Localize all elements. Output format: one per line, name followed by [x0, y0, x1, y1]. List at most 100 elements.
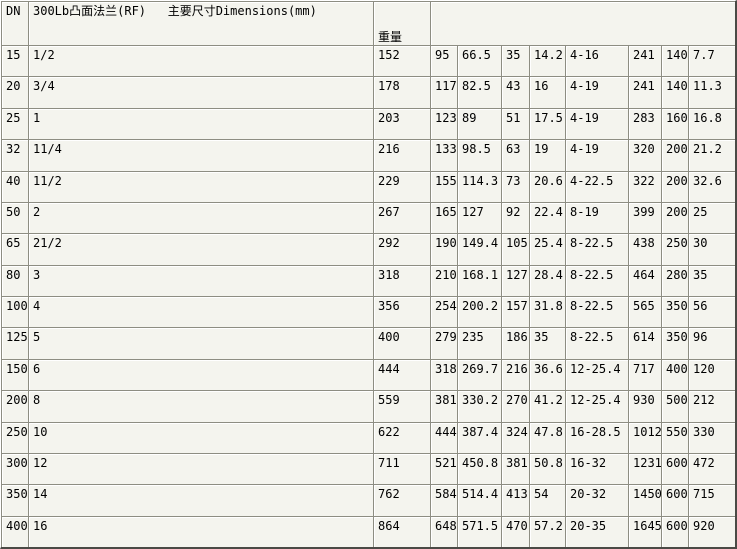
table-cell: 4-22.5 [565, 170, 628, 202]
table-cell: 63 [501, 139, 529, 171]
table-cell: 250 [661, 233, 688, 265]
table-cell: 125 [1, 327, 28, 359]
table-cell: 57.2 [529, 515, 565, 547]
table-cell: 11.3 [688, 76, 735, 108]
table-cell: 216 [373, 139, 430, 171]
table-cell: 280 [661, 264, 688, 296]
table-cell: 20-32 [565, 484, 628, 516]
table-cell: 600 [661, 452, 688, 485]
table-cell: 12-25.4 [565, 390, 628, 422]
table-cell: 28.4 [529, 264, 565, 296]
table-cell: 16 [28, 515, 373, 547]
column-header-weight-cn: 重量 [378, 30, 403, 44]
table-cell: 400 [661, 358, 688, 391]
table-cell: 8-22.5 [565, 264, 628, 296]
table-cell: 584 [430, 484, 457, 516]
table-cell: 715 [688, 484, 735, 516]
table-cell: 80 [1, 264, 28, 296]
table-cell: 350 [661, 327, 688, 359]
table-cell: 864 [373, 515, 430, 547]
table-cell: 35 [688, 264, 735, 296]
table-cell: 322 [628, 170, 661, 202]
table-cell: 12 [28, 452, 373, 485]
table-cell: 140 [661, 76, 688, 108]
table-cell: 711 [373, 452, 430, 485]
table-cell: 200 [661, 201, 688, 234]
table-cell: 571.5 [457, 515, 501, 547]
table-cell: 11/4 [28, 139, 373, 171]
table-cell: 920 [688, 515, 735, 547]
table-cell: 399 [628, 201, 661, 234]
table-cell: 56 [688, 296, 735, 328]
table-cell: 600 [661, 515, 688, 547]
table-cell: 3/4 [28, 76, 373, 108]
table-cell: 648 [430, 515, 457, 547]
table-cell: 123 [430, 107, 457, 140]
table-cell: 186 [501, 327, 529, 359]
table-cell: 11/2 [28, 170, 373, 202]
table-cell: 16-32 [565, 452, 628, 485]
table-cell: 22.4 [529, 201, 565, 234]
table-cell: 8-22.5 [565, 327, 628, 359]
table-cell: 717 [628, 358, 661, 391]
table-cell: 152 [373, 45, 430, 77]
table-cell: 12-25.4 [565, 358, 628, 391]
table-cell: 4-16 [565, 45, 628, 77]
table-cell: 178 [373, 76, 430, 108]
table-cell: 120 [688, 358, 735, 391]
table-cell: 4 [28, 296, 373, 328]
table-cell: 32.6 [688, 170, 735, 202]
table-cell: 47.8 [529, 421, 565, 453]
table-cell: 1/2 [28, 45, 373, 77]
table-cell: 279 [430, 327, 457, 359]
table-cell: 54 [529, 484, 565, 516]
table-cell: 200 [661, 170, 688, 202]
table-cell: 565 [628, 296, 661, 328]
table-cell: 157 [501, 296, 529, 328]
table-cell: 250 [1, 421, 28, 453]
table-cell: 216 [501, 358, 529, 391]
table-cell: 25.4 [529, 233, 565, 265]
table-cell: 25 [1, 107, 28, 140]
table-cell: 4-19 [565, 139, 628, 171]
table-cell: 8-22.5 [565, 296, 628, 328]
table-cell: 1012 [628, 421, 661, 453]
table-cell: 450.8 [457, 452, 501, 485]
table-cell: 43 [501, 76, 529, 108]
table-cell: 270 [501, 390, 529, 422]
table-cell: 168.1 [457, 264, 501, 296]
table-cell: 1 [28, 107, 373, 140]
table-cell: 41.2 [529, 390, 565, 422]
table-cell: 8-19 [565, 201, 628, 234]
table-cell: 330 [688, 421, 735, 453]
table-cell: 6 [28, 358, 373, 391]
table-cell: 500 [661, 390, 688, 422]
table-cell: 444 [430, 421, 457, 453]
table-cell: 95 [430, 45, 457, 77]
table-cell: 400 [373, 327, 430, 359]
table-cell: 283 [628, 107, 661, 140]
table-cell: 444 [373, 358, 430, 391]
table-cell: 350 [1, 484, 28, 516]
table-cell: 32 [1, 139, 28, 171]
table-cell: 3 [28, 264, 373, 296]
table-cell: 35 [501, 45, 529, 77]
table-cell: 381 [501, 452, 529, 485]
table-cell: 5 [28, 327, 373, 359]
table-cell: 1645 [628, 515, 661, 547]
table-cell: 51 [501, 107, 529, 140]
table-cell: 82.5 [457, 76, 501, 108]
column-header-empty [430, 1, 735, 45]
table-cell: 930 [628, 390, 661, 422]
table-cell: 160 [661, 107, 688, 140]
table-cell: 350 [661, 296, 688, 328]
table-cell: 438 [628, 233, 661, 265]
table-cell: 622 [373, 421, 430, 453]
table-cell: 40 [1, 170, 28, 202]
table-cell: 14.2 [529, 45, 565, 77]
table-cell: 155 [430, 170, 457, 202]
table-cell: 324 [501, 421, 529, 453]
